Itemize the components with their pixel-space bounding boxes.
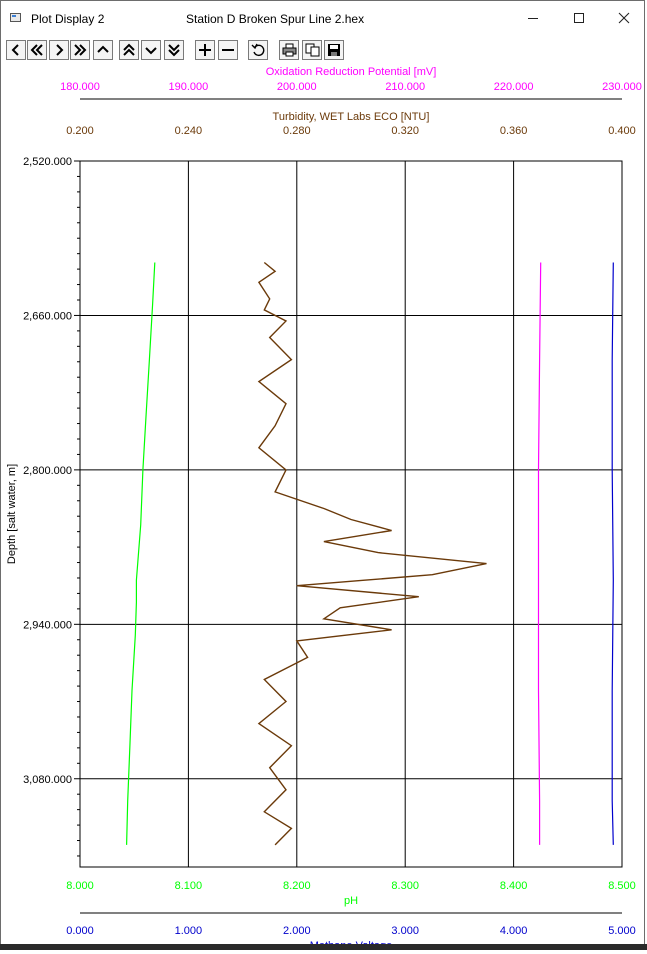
step-left-button[interactable] [6,40,26,60]
x-axis-label-orp: Oxidation Reduction Potential [mV] [266,66,437,78]
taskbar-edge [0,944,647,950]
toolbar [1,39,644,63]
chevron-down-icon [145,47,157,55]
step-up-button[interactable] [93,40,113,60]
y-tick-label: 2,660.000 [23,310,72,322]
depth-profile-chart: 2,520.000 2,660.000 2,800.000 2,940.000 3,08… [6,66,642,952]
x-tick-label-orp: 230.000 [602,81,642,93]
maximize-icon [574,13,584,23]
step-down-button[interactable] [141,40,161,60]
printer-icon [282,43,296,57]
y-tick-label: 2,800.000 [23,465,72,477]
x-tick-label-turbidity: 0.320 [391,125,419,137]
plus-icon [199,44,211,56]
y-tick-label: 2,520.000 [23,156,72,168]
y-tick-label: 3,080.000 [23,774,72,786]
x-tick-label-ph: 8.100 [175,880,203,892]
print-button[interactable] [279,40,299,60]
x-tick-label-ph: 8.500 [608,880,636,892]
double-chevron-left-icon [30,44,43,56]
x-tick-label-methane: 2.000 [283,925,311,937]
x-tick-label-orp: 200.000 [277,81,317,93]
chevron-up-icon [97,45,109,53]
app-title: Plot Display 2 [31,12,105,26]
minus-icon [222,49,234,51]
chevron-left-icon [11,44,19,56]
x-tick-label-ph: 8.300 [391,880,419,892]
series-line-methane [611,262,614,845]
x-tick-label-orp: 190.000 [169,81,209,93]
step-right-button[interactable] [49,40,69,60]
series-line-turbidity [257,261,487,846]
x-tick-label-methane: 0.000 [66,925,94,937]
jump-down-button[interactable] [164,40,184,60]
series-line-ph [126,262,156,845]
x-tick-label-methane: 1.000 [175,925,203,937]
jump-right-button[interactable] [70,40,90,60]
x-axis-label-turbidity: Turbidity, WET Labs ECO [NTU] [273,111,430,123]
x-tick-label-methane: 5.000 [608,925,636,937]
title-bar: Plot Display 2 Station D Broken Spur Lin… [1,1,644,37]
x-tick-label-orp: 220.000 [494,81,534,93]
x-tick-label-turbidity: 0.280 [283,125,311,137]
copy-button[interactable] [302,40,322,60]
close-button[interactable] [602,5,646,31]
save-button[interactable] [324,40,344,60]
document-title: Station D Broken Spur Line 2.hex [186,12,365,26]
x-tick-label-ph: 8.200 [283,880,311,892]
x-tick-label-methane: 3.000 [391,925,419,937]
x-tick-label-ph: 8.000 [66,880,94,892]
series-line-orp [537,262,542,845]
y-axis-label: Depth [salt water, m] [6,464,18,564]
x-tick-label-turbidity: 0.360 [500,125,528,137]
x-tick-label-turbidity: 0.240 [175,125,203,137]
save-icon [328,44,340,56]
maximize-button[interactable] [557,5,601,31]
jump-up-button[interactable] [119,40,139,60]
zoom-in-button[interactable] [195,40,215,60]
zoom-out-button[interactable] [218,40,238,60]
double-chevron-up-icon [123,43,135,56]
chevron-right-icon [56,44,64,56]
undo-icon [251,43,265,57]
x-tick-label-ph: 8.400 [500,880,528,892]
reset-button[interactable] [248,40,268,60]
close-icon [618,12,630,24]
x-tick-label-orp: 180.000 [60,81,100,93]
jump-left-button[interactable] [27,40,47,60]
x-tick-label-orp: 210.000 [385,81,425,93]
copy-icon [305,43,319,57]
minimize-button[interactable] [511,5,555,31]
x-tick-label-turbidity: 0.400 [608,125,636,137]
minimize-icon [528,18,538,19]
y-tick-label: 2,940.000 [23,619,72,631]
x-tick-label-methane: 4.000 [500,925,528,937]
app-icon [10,13,21,22]
double-chevron-down-icon [168,44,180,57]
double-chevron-right-icon [74,44,87,56]
x-axis-label-ph: pH [344,895,358,907]
plot-area[interactable]: 2,520.000 2,660.000 2,800.000 2,940.000 3,08… [1,65,646,952]
x-tick-label-turbidity: 0.200 [66,125,94,137]
